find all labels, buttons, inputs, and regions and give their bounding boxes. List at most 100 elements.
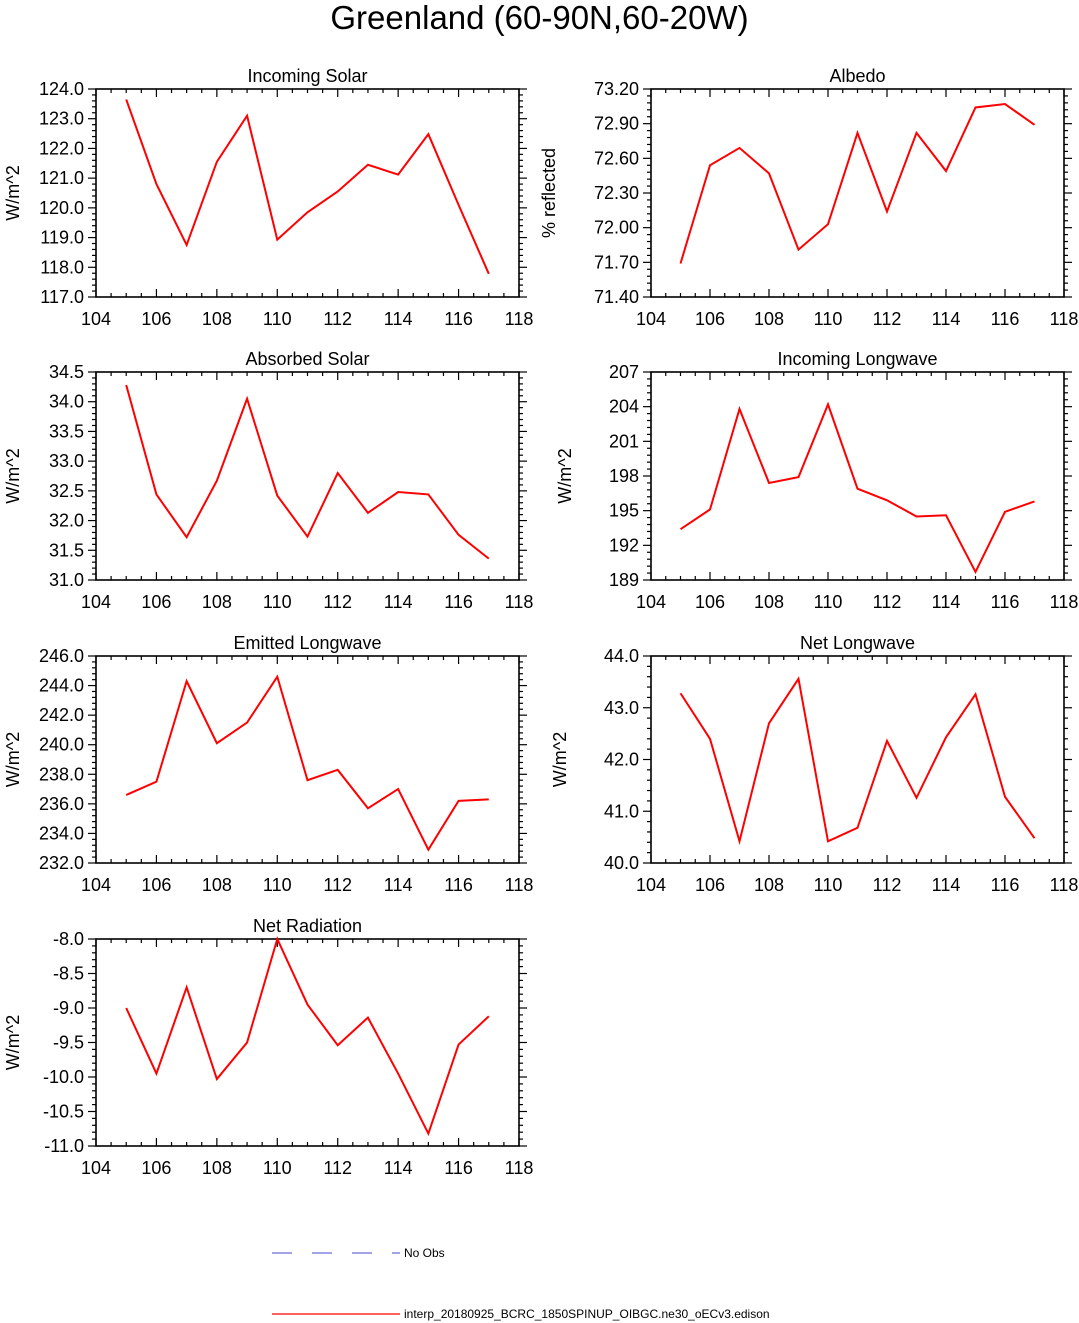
panel-title: Albedo xyxy=(829,66,885,86)
y-tick-label: 33.0 xyxy=(49,451,84,471)
x-tick-label: 108 xyxy=(202,875,232,895)
x-tick-label: 104 xyxy=(636,875,666,895)
y-tick-label: -10.0 xyxy=(43,1067,84,1087)
plot-frame xyxy=(95,88,520,298)
y-tick-label: 232.0 xyxy=(39,853,84,873)
y-tick-label: 121.0 xyxy=(39,168,84,188)
y-tick-label: 118.0 xyxy=(40,257,84,277)
panel-absorbed-solar: Absorbed Solar 104 106 108 110 112 114 116 118 34… xyxy=(3,349,533,612)
panel-albedo: Albedo 104 106 108 110 112 114 116 118 73.20 72.90… xyxy=(539,66,1078,329)
y-tick-label: 122.0 xyxy=(39,138,84,158)
x-tick-label: 110 xyxy=(814,309,843,329)
x-tick-label: 116 xyxy=(991,309,1020,329)
panel-title: Incoming Solar xyxy=(247,66,367,86)
plot-frame xyxy=(95,938,520,1147)
panel-incoming-solar: Incoming Solar 104 106 108 110 112 114 116 118 12… xyxy=(3,66,533,329)
y-tick-label: 43.0 xyxy=(604,698,639,718)
y-tick-label: -8.0 xyxy=(53,929,84,949)
legend-obs-label: No Obs xyxy=(404,1246,445,1260)
y-tick-label: 201 xyxy=(609,431,639,451)
x-tick-label: 106 xyxy=(695,309,725,329)
x-tick-label: 108 xyxy=(202,592,232,612)
x-tick-label: 116 xyxy=(444,309,473,329)
x-tick-label: 118 xyxy=(1050,875,1079,895)
x-tick-label: 118 xyxy=(1050,592,1079,612)
x-tick-label: 112 xyxy=(873,875,902,895)
x-tick-label: 110 xyxy=(814,592,843,612)
y-tick-label: 244.0 xyxy=(39,676,84,696)
x-tick-label: 106 xyxy=(141,1158,171,1178)
figure-title: Greenland (60-90N,60-20W) xyxy=(330,0,748,36)
panel-net-radiation: Net Radiation 104 106 108 110 112 114 116 118 -8.… xyxy=(3,916,533,1178)
y-tick-label: -8.5 xyxy=(53,964,84,984)
x-tick-label: 110 xyxy=(263,592,292,612)
y-tick-label: 33.5 xyxy=(49,421,84,441)
x-tick-label: 108 xyxy=(754,875,784,895)
x-tick-label: 116 xyxy=(991,875,1020,895)
x-tick-label: 104 xyxy=(81,592,111,612)
x-tick-label: 112 xyxy=(323,875,352,895)
y-tick-label: 71.40 xyxy=(594,287,639,307)
y-tick-label: 44.0 xyxy=(604,646,639,666)
y-axis-label: W/m^2 xyxy=(3,165,23,220)
y-tick-label: 32.5 xyxy=(49,481,84,501)
series-line xyxy=(679,401,1035,575)
y-axis-label: W/m^2 xyxy=(555,448,575,503)
panel-net-longwave: Net Longwave 104 106 108 110 112 114 116 118 44.0… xyxy=(550,633,1078,895)
x-tick-label: 104 xyxy=(81,1158,111,1178)
y-tick-label: 71.70 xyxy=(594,252,639,272)
panel-title: Incoming Longwave xyxy=(777,349,937,369)
series-line xyxy=(125,384,490,560)
y-tick-label: 238.0 xyxy=(39,764,84,784)
y-tick-label: -10.5 xyxy=(43,1102,84,1122)
x-tick-label: 114 xyxy=(384,592,413,612)
x-tick-label: 108 xyxy=(754,592,784,612)
x-tick-label: 106 xyxy=(695,875,725,895)
x-tick-label: 106 xyxy=(141,309,171,329)
x-tick-label: 114 xyxy=(932,592,961,612)
y-tick-label: 40.0 xyxy=(604,853,639,873)
y-axis-label: % reflected xyxy=(539,148,559,238)
y-axis-label: W/m^2 xyxy=(3,448,23,503)
x-tick-label: 114 xyxy=(932,309,961,329)
x-tick-label: 114 xyxy=(384,1158,413,1178)
y-tick-label: 236.0 xyxy=(39,794,84,814)
y-tick-label: 31.5 xyxy=(49,540,84,560)
x-tick-label: 106 xyxy=(141,875,171,895)
y-tick-label: 189 xyxy=(609,570,639,590)
x-tick-label: 112 xyxy=(873,592,902,612)
series-line xyxy=(125,936,490,1137)
x-tick-label: 112 xyxy=(323,592,352,612)
x-tick-label: 106 xyxy=(141,592,171,612)
x-tick-label: 108 xyxy=(202,309,232,329)
x-tick-label: 112 xyxy=(873,309,902,329)
x-tick-label: 110 xyxy=(263,875,292,895)
plot-frame xyxy=(650,88,1065,298)
x-tick-label: 104 xyxy=(81,875,111,895)
series-line xyxy=(679,676,1036,846)
x-tick-label: 118 xyxy=(505,875,534,895)
x-tick-label: 116 xyxy=(444,875,473,895)
x-tick-label: 104 xyxy=(81,309,111,329)
x-tick-label: 116 xyxy=(444,592,473,612)
y-tick-label: -9.5 xyxy=(53,1033,84,1053)
x-tick-label: 116 xyxy=(444,1158,473,1178)
x-tick-label: 108 xyxy=(202,1158,232,1178)
y-axis-label: W/m^2 xyxy=(3,732,23,787)
y-tick-label: -11.0 xyxy=(44,1136,84,1156)
y-tick-label: 73.20 xyxy=(594,79,639,99)
y-tick-label: 234.0 xyxy=(39,823,84,843)
x-tick-label: 110 xyxy=(263,309,292,329)
y-tick-label: 117.0 xyxy=(40,287,84,307)
y-tick-label: 242.0 xyxy=(39,705,84,725)
x-tick-label: 104 xyxy=(636,592,666,612)
panels: Incoming Solar 104 106 108 110 112 114 116 118 12… xyxy=(3,66,1078,1178)
plot-frame xyxy=(95,655,520,864)
y-tick-label: 120.0 xyxy=(39,198,84,218)
x-tick-label: 118 xyxy=(505,592,534,612)
y-tick-label: 72.30 xyxy=(594,183,639,203)
y-tick-label: 42.0 xyxy=(604,750,639,770)
series-line xyxy=(125,674,489,852)
legend-model-label: interp_20180925_BCRC_1850SPINUP_OIBGC.ne… xyxy=(404,1307,770,1321)
x-tick-label: 110 xyxy=(814,875,843,895)
